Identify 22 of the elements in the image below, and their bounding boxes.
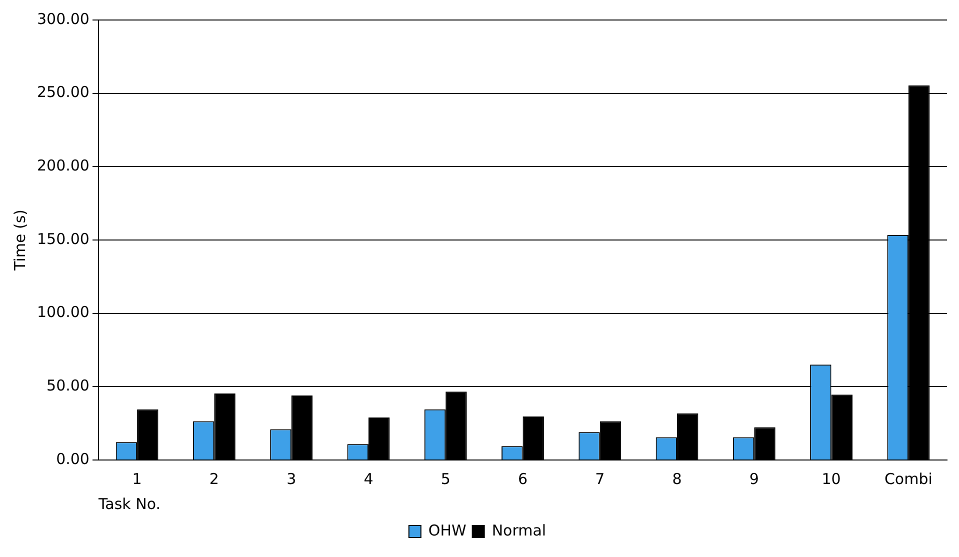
y-tick-label: 300.00: [36, 10, 90, 28]
x-tick-label: 6: [518, 470, 528, 488]
y-tick-label: 0.00: [56, 450, 90, 468]
x-tick-label: 2: [209, 470, 219, 488]
x-tick-label: 4: [364, 470, 374, 488]
x-tick-label: 3: [286, 470, 296, 488]
y-tick-label: 200.00: [36, 156, 90, 175]
x-tick-label: 7: [595, 470, 605, 488]
x-tick-label: 10: [822, 470, 841, 488]
x-tick-label: 5: [440, 470, 450, 488]
y-tick-label: 150.00: [36, 230, 90, 248]
y-axis-title: Time (s): [10, 210, 29, 272]
legend-label: OHW: [428, 521, 466, 540]
y-tick-label: 250.00: [36, 83, 90, 102]
y-tick-label: 50.00: [46, 376, 90, 395]
x-tick-label: 1: [132, 470, 142, 488]
legend-label: Normal: [492, 521, 546, 540]
x-axis-title: Task No.: [97, 494, 161, 513]
x-tick-label: 8: [672, 470, 682, 488]
y-tick-label: 100.00: [36, 303, 90, 322]
x-tick-label: 9: [749, 470, 759, 488]
x-tick-label: Combi: [884, 470, 932, 488]
